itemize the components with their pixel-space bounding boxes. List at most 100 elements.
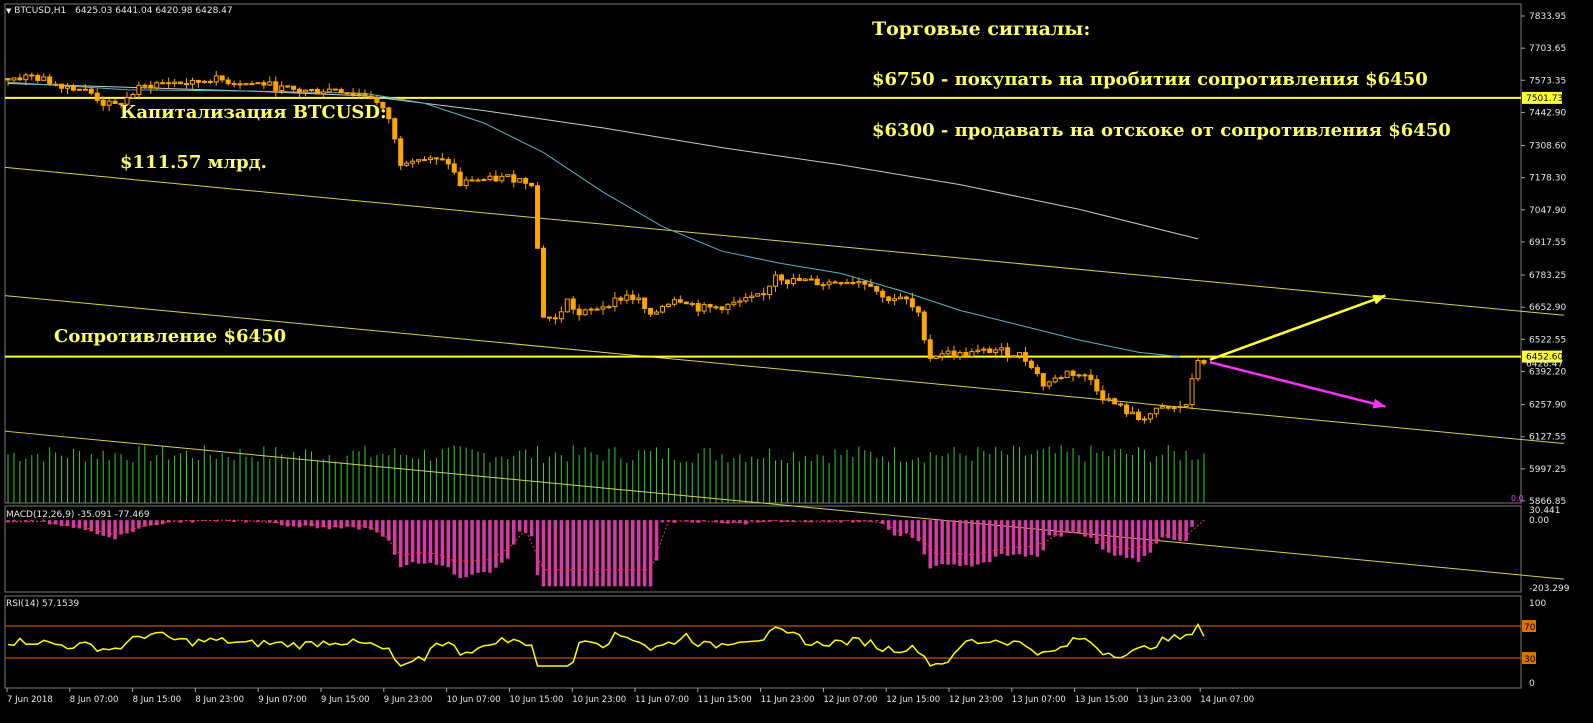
candle-body bbox=[541, 247, 546, 318]
current-level-price-tag-bg bbox=[1522, 350, 1562, 363]
candle-body bbox=[154, 82, 160, 89]
candle-body bbox=[790, 278, 796, 284]
candle-body bbox=[136, 84, 142, 95]
candle-body bbox=[35, 74, 41, 81]
candle-body bbox=[582, 309, 588, 316]
candle-body bbox=[279, 85, 285, 92]
candle-body bbox=[392, 118, 398, 140]
candle-body bbox=[963, 352, 969, 357]
y-tick-label: 6127.55 bbox=[1529, 433, 1566, 443]
candle-body bbox=[243, 83, 249, 86]
capitalization-value: $111.57 млрд. bbox=[120, 152, 267, 173]
y-tick-label: 7703.65 bbox=[1529, 44, 1566, 54]
candle-body bbox=[374, 97, 380, 103]
rsi-header: RSI(14) 57.1539 bbox=[6, 599, 80, 609]
candle-body bbox=[660, 305, 665, 313]
x-tick-label: 11 Jun 07:00 bbox=[635, 695, 689, 705]
candle-body bbox=[47, 76, 53, 85]
menu-triangle-icon[interactable]: ▼ bbox=[6, 7, 12, 15]
candle-body bbox=[23, 74, 29, 81]
candle-body bbox=[445, 158, 451, 165]
macd-y-tick-label: -203.299 bbox=[1529, 584, 1570, 594]
candle-body bbox=[594, 308, 600, 311]
candle-body bbox=[416, 159, 422, 162]
candle-body bbox=[350, 92, 356, 96]
candle-body bbox=[166, 82, 172, 85]
candle-body bbox=[88, 88, 94, 94]
candle-body bbox=[1159, 406, 1165, 409]
candle-body bbox=[261, 82, 267, 86]
y-tick-label: 6257.90 bbox=[1529, 401, 1566, 411]
channel-line bbox=[4, 430, 1564, 580]
y-tick-label: 6522.55 bbox=[1529, 335, 1566, 345]
candle-body bbox=[237, 83, 243, 86]
candle-body bbox=[1040, 373, 1046, 387]
candle-body bbox=[993, 349, 999, 353]
candle-body bbox=[112, 100, 118, 104]
candle-body bbox=[784, 279, 790, 284]
candle-body bbox=[856, 281, 862, 284]
signals-title: Торговые сигналы: bbox=[872, 18, 1091, 40]
moving-average-slow bbox=[7, 83, 1199, 240]
candle-body bbox=[422, 159, 427, 162]
candle-body bbox=[725, 303, 731, 310]
candle-body bbox=[832, 281, 838, 284]
candle-body bbox=[1017, 352, 1022, 357]
candle-body bbox=[231, 83, 237, 86]
candle-body bbox=[249, 83, 255, 86]
rsi-line bbox=[7, 622, 1205, 667]
candle-body bbox=[1153, 407, 1159, 415]
candle-body bbox=[1005, 347, 1011, 357]
candle-body bbox=[826, 281, 832, 286]
candle-body bbox=[1147, 413, 1153, 420]
candle-body bbox=[1183, 404, 1189, 408]
candle-body bbox=[273, 81, 279, 92]
candle-body bbox=[219, 75, 225, 81]
symbol-header: ▼ BTCUSD,H1 6425.03 6441.04 6420.98 6428… bbox=[6, 6, 233, 16]
candle-body bbox=[195, 79, 201, 83]
buy-arrow bbox=[1209, 294, 1386, 361]
candle-body bbox=[225, 79, 231, 85]
x-tick-label: 9 Jun 07:00 bbox=[258, 695, 307, 705]
candle-body bbox=[606, 306, 612, 309]
candle-body bbox=[707, 304, 713, 308]
candle-body bbox=[1118, 403, 1124, 406]
candle-body bbox=[689, 303, 695, 306]
candle-body bbox=[838, 282, 844, 285]
candle-body bbox=[398, 138, 404, 166]
candle-body bbox=[898, 296, 903, 300]
x-tick-label: 8 Jun 15:00 bbox=[133, 695, 182, 705]
x-tick-label: 7 Jun 2018 bbox=[7, 695, 53, 705]
macd-signal-line bbox=[7, 519, 1205, 571]
candle-body bbox=[338, 89, 344, 94]
candle-body bbox=[439, 158, 445, 161]
candle-body bbox=[65, 85, 70, 89]
x-tick-label: 11 Jun 15:00 bbox=[698, 695, 752, 705]
rsi-panel-frame bbox=[4, 595, 1522, 689]
candle-body bbox=[886, 296, 892, 302]
candle-body bbox=[1106, 398, 1112, 401]
candle-body bbox=[761, 293, 767, 296]
candle-body bbox=[308, 88, 314, 91]
candle-body bbox=[172, 81, 178, 85]
candle-body bbox=[463, 179, 469, 186]
x-tick-label: 8 Jun 07:00 bbox=[70, 695, 119, 705]
x-tick-label: 10 Jun 15:00 bbox=[509, 695, 563, 705]
macd-header: MACD(12,26,9) -35.091 -77.469 bbox=[6, 510, 150, 520]
candle-body bbox=[975, 349, 981, 353]
ohlc-values: 6425.03 6441.04 6420.98 6428.47 bbox=[75, 6, 233, 16]
candle-body bbox=[160, 82, 166, 85]
x-tick-label: 8 Jun 23:00 bbox=[195, 695, 244, 705]
candle-body bbox=[933, 355, 939, 359]
candle-body bbox=[487, 175, 493, 181]
candle-body bbox=[743, 297, 749, 302]
macd-y-tick-label: 30.441 bbox=[1529, 506, 1561, 516]
candle-body bbox=[695, 303, 701, 312]
volume-zero-label: 0.0 bbox=[1511, 494, 1524, 503]
candle-body bbox=[505, 174, 511, 177]
candle-body bbox=[808, 278, 814, 281]
candle-body bbox=[386, 107, 392, 120]
candle-body bbox=[779, 274, 784, 281]
candle-body bbox=[457, 171, 463, 186]
